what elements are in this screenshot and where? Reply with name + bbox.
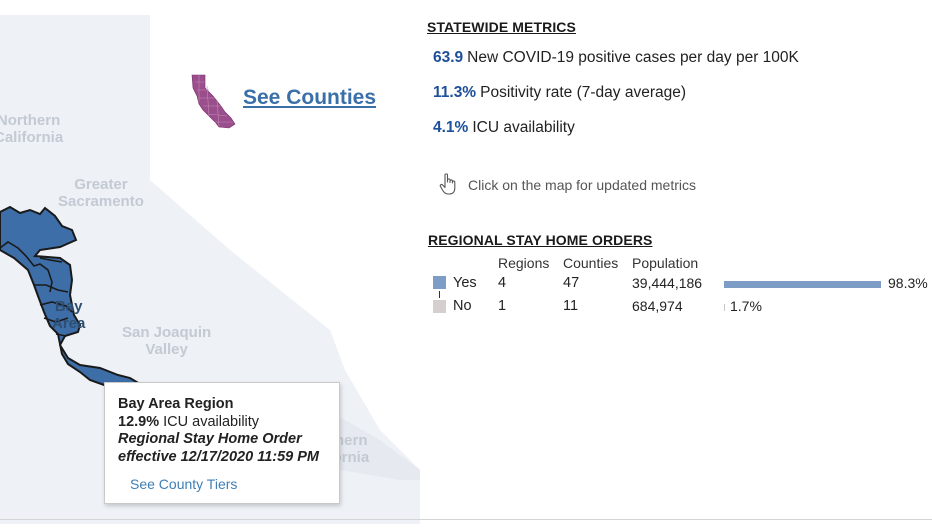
column-header-population: Population <box>632 255 699 271</box>
statewide-metrics-heading: STATEWIDE METRICS <box>427 19 576 35</box>
stay-home-orders-heading: REGIONAL STAY HOME ORDERS <box>428 232 653 248</box>
metric-label: Positivity rate (7-day average) <box>480 84 686 101</box>
see-counties-link[interactable]: See Counties <box>189 72 389 132</box>
tooltip-order-line2: effective 12/17/2020 11:59 PM <box>118 448 319 465</box>
metric-positivity-rate: 11.3% Positivity rate (7-day average) <box>433 84 686 102</box>
tooltip-icu-value: 12.9% <box>118 413 160 430</box>
tooltip-icu-line: 12.9% ICU availability <box>118 414 339 432</box>
metric-value: 11.3% <box>433 84 477 101</box>
california-counties-icon <box>191 74 236 129</box>
row-percent: 1.7% <box>730 298 762 314</box>
region-label-bay-area: Bay Area <box>52 298 86 332</box>
population-bar-no <box>724 304 725 311</box>
hint-text: Click on the map for updated metrics <box>468 177 696 193</box>
pointer-hand-icon <box>439 173 456 195</box>
tooltip-title: Bay Area Region <box>118 396 234 412</box>
metric-value: 63.9 <box>433 49 464 66</box>
metric-case-rate: 63.9 New COVID-19 positive cases per day … <box>433 49 799 67</box>
row-regions: 4 <box>498 275 507 291</box>
row-label: Yes <box>453 275 477 291</box>
california-region-map[interactable]: Northern California Greater Sacramento B… <box>0 0 420 524</box>
metric-value: 4.1% <box>433 119 469 136</box>
yes-color-swatch <box>433 276 446 289</box>
tooltip-order-line1: Regional Stay Home Order <box>118 431 302 447</box>
row-label: No <box>453 298 472 314</box>
metric-label: ICU availability <box>472 119 575 136</box>
row-population: 39,444,186 <box>632 275 703 291</box>
row-percent: 98.3% <box>888 275 928 291</box>
row-counties: 47 <box>563 275 580 291</box>
row-counties: 11 <box>563 298 579 314</box>
population-bar-yes <box>724 281 881 288</box>
bay-area-inner-boundary <box>0 241 73 337</box>
bottom-divider <box>0 519 932 520</box>
metric-icu-availability: 4.1% ICU availability <box>433 119 575 137</box>
region-tooltip: Bay Area Region 12.9% ICU availability R… <box>104 382 340 504</box>
see-counties-label[interactable]: See Counties <box>243 86 377 109</box>
tooltip-icu-label: ICU availability <box>159 413 260 430</box>
region-label-san-joaquin-valley: San Joaquin Valley <box>122 324 212 358</box>
row-regions: 1 <box>498 298 507 314</box>
region-label-greater-sacramento: Greater Sacramento <box>58 176 144 210</box>
region-label-northern-california: Northern California <box>0 112 64 146</box>
column-header-regions: Regions <box>498 255 550 271</box>
bay-area-region-shape[interactable] <box>0 205 144 387</box>
stay-home-orders-table: Regions Counties Population Yes 4 47 39,… <box>428 255 932 325</box>
no-color-swatch <box>433 300 446 313</box>
metric-label: New COVID-19 positive cases per day per … <box>467 49 799 66</box>
swatch-tick <box>439 291 440 298</box>
see-county-tiers-link[interactable]: See County Tiers <box>130 476 238 492</box>
row-population: 684,974 <box>632 298 683 314</box>
column-header-counties: Counties <box>563 255 619 271</box>
